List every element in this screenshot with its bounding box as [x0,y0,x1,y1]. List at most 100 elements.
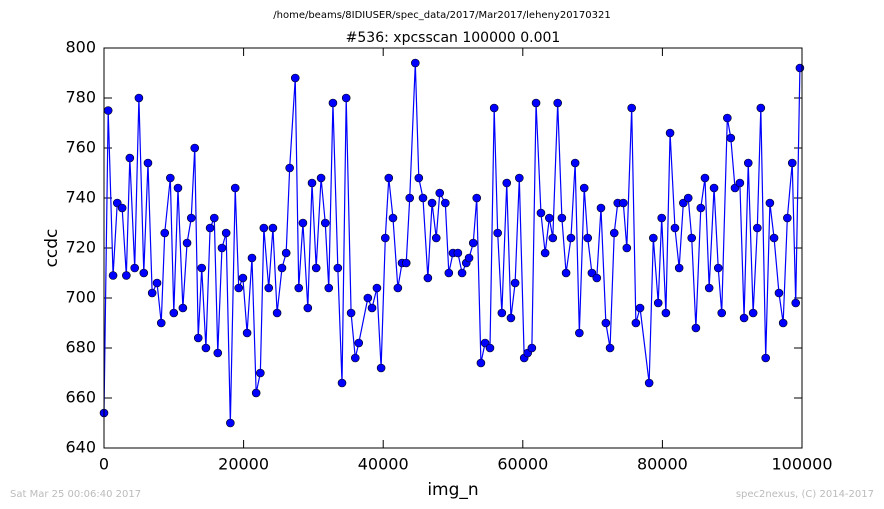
data-point [579,183,589,193]
data-point [476,358,486,368]
data-point [753,223,762,233]
data-point [173,183,183,193]
data-point [557,213,567,223]
data-point [644,378,654,388]
data-point [502,178,512,188]
file-path: /home/beams/8IDIUSER/spec_data/2017/Mar2… [273,10,610,21]
data-point [226,418,235,428]
data-point [103,106,113,115]
data-point [427,198,437,208]
data-point [272,308,282,318]
y-tick-label: 720 [65,238,96,257]
data-point [125,153,135,163]
data-point [774,288,784,298]
data-point [182,238,192,248]
data-point [139,268,149,278]
data-point [527,343,537,353]
data-point [553,98,563,108]
data-point [441,198,450,208]
data-point [341,93,351,103]
data-point [700,173,710,183]
footer-credit: spec2nexus, (C) 2014-2017 [736,489,874,500]
data-point [735,178,745,188]
data-point [152,278,162,288]
data-point [661,308,671,318]
data-point [178,303,188,313]
data-point [704,283,714,293]
y-tick-label: 700 [65,288,96,307]
data-point [307,178,317,188]
data-point [696,203,706,213]
data-point [765,198,775,208]
data-point [510,278,520,288]
data-point [122,271,131,280]
data-point [401,258,411,268]
data-point [609,228,619,238]
data-point [350,353,360,363]
y-tick-label: 800 [65,38,96,57]
data-point [601,318,611,328]
data-point [649,233,658,243]
data-point [277,263,287,273]
data-point [506,313,516,323]
data-point [354,338,364,348]
data-point [418,193,428,203]
data-point [713,263,723,273]
data-point [683,193,693,203]
data-point [320,218,330,228]
data-point [548,233,558,243]
data-point [723,113,732,123]
data-point [435,188,445,198]
data-point [333,263,343,273]
data-point [627,103,636,113]
data-point [769,233,779,243]
data-point [411,58,420,68]
data-point [324,283,334,293]
data-point [444,268,454,278]
data-point [726,133,736,143]
data-point [405,193,415,203]
y-tick-label: 680 [65,338,96,357]
data-point [242,328,252,338]
data-point [251,388,261,398]
data-point [756,103,766,113]
data-point [130,263,140,273]
data-point [545,213,554,223]
y-tick-label: 640 [65,438,96,457]
x-tick-label: 40000 [358,455,409,474]
data-point [540,248,550,258]
data-point [328,98,338,108]
data-point [674,263,684,273]
data-point [691,323,701,333]
x-axis-label: img_n [427,480,478,500]
data-point [298,218,308,228]
data-point [393,283,403,293]
data-point [531,98,541,108]
data-point [515,173,524,183]
x-tick-label: 20000 [218,455,269,474]
data-point [281,248,291,258]
x-tick-label: 60000 [497,455,548,474]
data-point [536,208,546,218]
data-point [337,378,347,388]
data-point [596,203,606,213]
data-point [316,173,326,183]
data-point [687,233,697,243]
data-point [217,243,227,253]
chart-title: #536: xpcsscan 100000 0.001 [346,30,561,46]
data-point [457,268,467,278]
data-point [583,233,593,243]
data-point [561,268,571,278]
data-point [497,308,507,318]
data-point [472,193,482,203]
data-point [635,303,645,313]
data-point [238,273,248,283]
data-point [268,223,278,233]
plot-frame [103,47,803,449]
data-point [795,63,805,73]
data-point [485,343,495,353]
data-point [665,128,675,138]
data-point [431,233,441,243]
data-point [294,283,304,293]
